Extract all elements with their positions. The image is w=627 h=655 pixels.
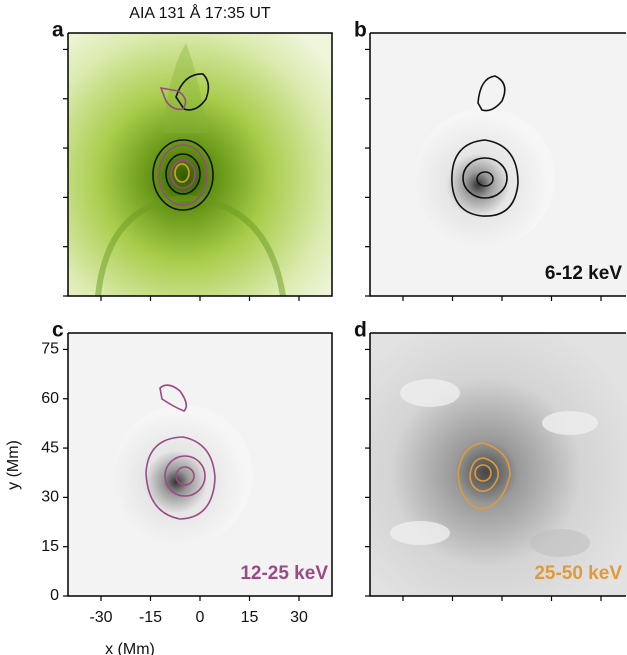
y-tick-label: 0 [50,587,59,604]
y-tick-label: 60 [41,390,59,407]
panel-b-image [370,33,627,296]
energy-label: 6-12 keV [545,263,622,284]
y-tick-label: 30 [41,489,59,506]
panel-letter: d [354,319,367,342]
title: AIA 131 Å 17:35 UT [129,3,271,22]
x-tick-label: 15 [241,609,259,626]
panel-a-image [68,33,332,297]
panel-c-image [68,333,332,596]
panel-d-image [370,333,627,596]
panel-frame [67,332,333,597]
x-axis-label: x (Mm) [105,641,155,655]
x-tick-label: 0 [196,609,205,626]
x-tick-label: -30 [89,609,112,626]
panel-letter: c [52,319,64,342]
panel-frame [67,32,333,297]
y-tick-label: 45 [41,439,59,456]
x-tick-label: -15 [139,609,162,626]
panel-letter: b [354,19,367,42]
energy-label: 25-50 keV [534,563,622,584]
y-tick-label: 15 [41,538,59,555]
panel-letter: a [52,19,64,42]
y-axis-label: y (Mm) [5,440,22,490]
x-tick-label: 30 [290,609,308,626]
y-tick-label: 75 [41,341,59,358]
energy-label: 12-25 keV [240,563,328,584]
